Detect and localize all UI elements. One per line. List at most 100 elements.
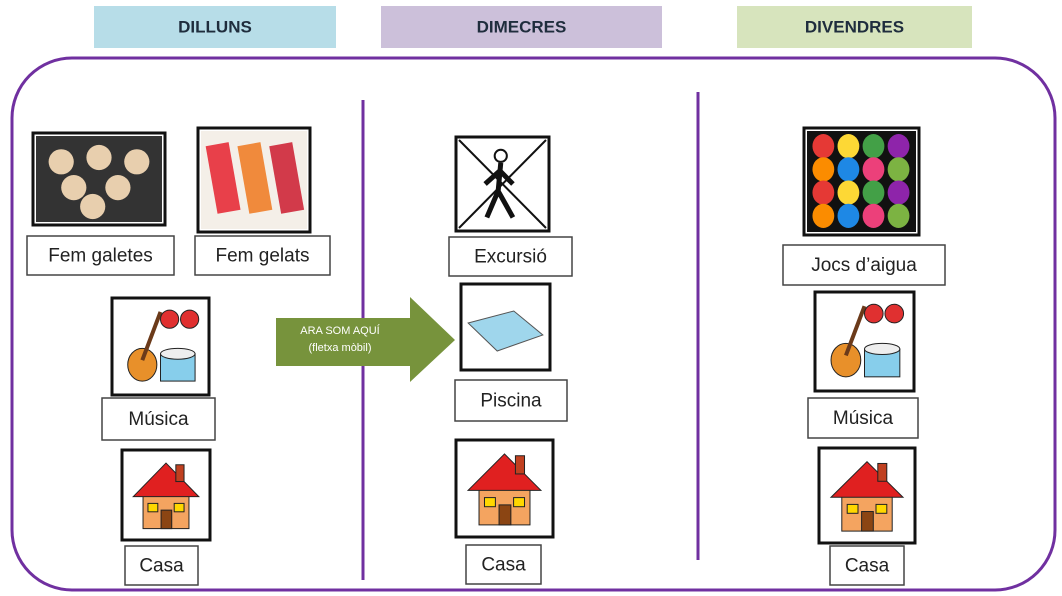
activity-label: Casa [845,556,890,577]
icon-part [80,193,106,220]
icon-part [877,462,888,482]
image-border [454,135,551,233]
icon-part [105,175,131,201]
icon-part [124,149,150,175]
activity-image [454,438,555,539]
arrow-text: (fletxa mòbil) [309,342,372,354]
day-header-bg [381,6,662,48]
activity-label: Excursió [474,247,547,268]
activity-label: Fem galetes [48,246,153,267]
image-border [196,126,312,234]
activity-label: Música [833,408,894,429]
icon-part [483,162,516,219]
icon-part [173,502,185,513]
icon-part [837,157,860,182]
image-border [802,126,921,237]
activity-label: Casa [139,556,184,577]
label-box [465,544,542,585]
day-header-bg [94,6,336,48]
icon-part [513,497,526,508]
icon-part [127,347,158,382]
icon-part [160,347,196,360]
activity-image [454,135,551,233]
icon-part [269,142,305,214]
icon-part [160,509,173,530]
image-border [454,438,555,539]
icon-part [887,157,910,182]
icon-part [48,149,74,175]
image-border [120,448,212,542]
icon-part [147,502,159,513]
activity-image [120,448,212,542]
icon-part [86,144,112,171]
icon-part [837,180,860,205]
icon-part [861,511,874,532]
icon-part [862,203,885,228]
icon-part [467,310,544,352]
icon-part [864,342,901,356]
icon-part [140,311,163,361]
day-header: DIMECRES [477,17,567,36]
icon-part [884,303,905,324]
frame [10,56,1057,592]
image-border [459,282,552,372]
activity-image [459,282,552,372]
activity-image [110,296,211,397]
label-box [124,545,199,586]
activity-image [813,290,916,393]
arrow: ARA SOM AQUÍ (fletxa mòbil) [276,297,455,382]
label-box [454,379,568,422]
label-box [448,236,573,277]
image-border [813,290,916,393]
icon-part [205,142,241,214]
icon-part [862,157,885,182]
label-box [782,244,946,286]
icon-part [498,504,512,526]
icon-part [887,180,910,205]
activity-image [802,126,921,237]
icon-part [493,148,508,163]
icon-part [846,503,859,514]
icon-part [514,455,526,475]
activity-image [817,446,917,545]
icon-part [812,203,835,228]
day-header-bg [737,6,972,48]
label-box [194,235,331,276]
day-header: DILLUNS [178,17,252,36]
icon-part [862,180,885,205]
icon-part [180,309,200,329]
icon-part [237,142,273,214]
activity-image [31,131,167,227]
image-border [817,446,917,545]
icon-part [862,134,885,159]
icon-part [160,309,180,329]
icon-part [844,305,867,357]
icon-part [887,134,910,159]
activity-label: Piscina [480,391,542,412]
icon-part [812,157,835,182]
activity-label: Música [128,409,189,430]
label-box [26,235,175,276]
label-box [829,545,905,586]
icon-part [837,203,860,228]
icon-part [175,464,185,483]
icon-part [887,203,910,228]
image-border [110,296,211,397]
icon-part [458,139,547,229]
activity-label: Jocs d’aigua [811,255,917,276]
label-box [807,397,919,439]
icon-part [875,503,888,514]
icon-part [864,303,884,324]
arrow-text: ARA SOM AQUÍ [300,324,380,337]
icon-part [812,134,835,159]
icon-part [812,180,835,205]
image-border [31,131,167,227]
icon-part [483,497,496,508]
icon-part [830,342,862,378]
activity-image [196,126,312,234]
day-header: DIVENDRES [805,17,904,36]
label-box [101,397,216,441]
icon-part [837,134,860,159]
activity-label: Casa [481,555,526,576]
